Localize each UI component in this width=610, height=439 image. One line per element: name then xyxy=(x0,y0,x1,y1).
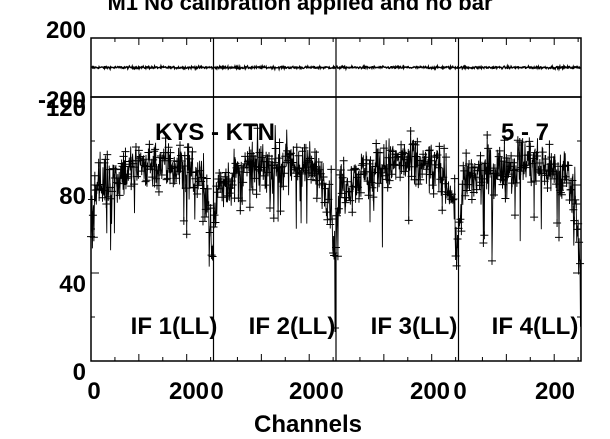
if-panel-label: IF 1(LL) xyxy=(131,313,218,340)
amplitude-series-line xyxy=(90,138,214,267)
if-panel-label: IF 2(LL) xyxy=(249,313,336,340)
x-tick-label: 0 xyxy=(210,378,223,405)
x-tick-label: 200 xyxy=(535,378,575,405)
amp-y-tick-label: 40 xyxy=(59,271,86,298)
phase-series-line xyxy=(335,63,459,72)
x-tick-label: 200 xyxy=(289,378,329,405)
x-tick-label: 200 xyxy=(169,378,209,405)
amplitude-series-line xyxy=(458,134,581,327)
x-tick-label: 0 xyxy=(453,378,466,405)
x-tick-label: 200 xyxy=(410,378,450,405)
phase-series-line xyxy=(457,63,581,72)
x-tick-label: 0 xyxy=(330,378,343,405)
x-axis-title: Channels xyxy=(254,411,362,438)
phase-y-tick-label: -200 xyxy=(38,87,86,114)
baseline-suffix-label: 5 - 7 xyxy=(501,119,549,146)
chart-title: M1 No calibration applied and no bar xyxy=(107,0,492,15)
baseline-label: KYS - KTN xyxy=(155,119,275,146)
amplitude-series-line xyxy=(213,125,336,329)
amp-y-tick-label: 120 xyxy=(46,95,86,122)
phase-series-line xyxy=(212,63,337,72)
amp-y-tick-label: 80 xyxy=(59,183,86,210)
plot-marks xyxy=(87,38,585,362)
if-panel-label: IF 4(LL) xyxy=(492,313,579,340)
phase-series-line xyxy=(90,63,214,72)
amplitude-series-line xyxy=(335,130,459,266)
if-panel-label: IF 3(LL) xyxy=(371,313,458,340)
amp-y-tick-label: 0 xyxy=(73,359,86,386)
x-tick-label: 0 xyxy=(87,378,100,405)
phase-y-tick-label: 200 xyxy=(46,17,86,44)
